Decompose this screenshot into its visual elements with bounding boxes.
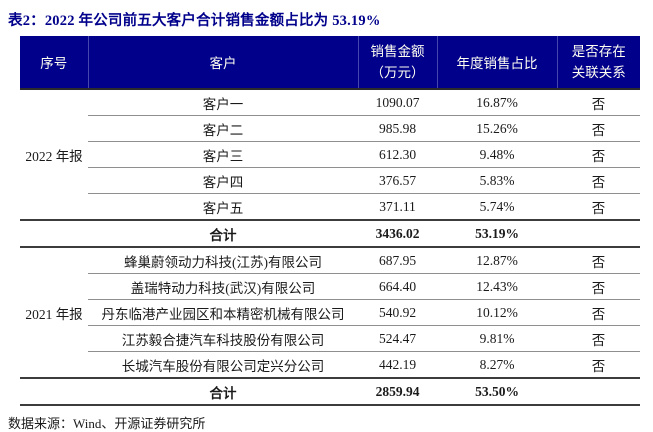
col-header-share: 年度销售占比: [436, 36, 557, 90]
cell-customer: 长城汽车股份有限公司定兴分公司: [88, 351, 358, 379]
cell-empty: [20, 378, 88, 406]
cell-amount: 985.98: [358, 115, 437, 142]
cell-total-share: 53.50%: [437, 378, 557, 406]
period-label-2022: 2022 年报: [20, 89, 88, 221]
cell-customer: 盖瑞特动力科技(武汉)有限公司: [88, 273, 358, 300]
cell-related: 否: [557, 115, 640, 142]
table-body: 2022 年报 客户一 1090.07 16.87% 否 客户二 985.98 …: [20, 89, 640, 406]
cell-customer: 客户二: [88, 115, 358, 142]
cell-amount: 524.47: [358, 325, 437, 352]
cell-empty: [557, 378, 640, 406]
cell-total-share: 53.19%: [437, 220, 557, 248]
cell-share: 12.87%: [437, 247, 557, 274]
cell-share: 8.27%: [437, 351, 557, 379]
period-label-2021: 2021 年报: [20, 247, 88, 379]
cell-share: 10.12%: [437, 299, 557, 326]
cell-empty: [20, 220, 88, 248]
cell-share: 5.83%: [437, 167, 557, 194]
cell-share: 9.81%: [437, 325, 557, 352]
cell-total-amount: 3436.02: [358, 220, 437, 248]
cell-total-label: 合计: [88, 220, 358, 248]
col-header-amount-line1: 销售金额: [370, 44, 425, 59]
table-row: 丹东临港产业园区和本精密机械有限公司 540.92 10.12% 否: [20, 299, 640, 326]
cell-related: 否: [557, 351, 640, 379]
cell-total-label: 合计: [88, 378, 358, 406]
table-row: 2022 年报 客户一 1090.07 16.87% 否: [20, 89, 640, 221]
table-row: 客户四 376.57 5.83% 否: [20, 167, 640, 194]
cell-customer: 客户四: [88, 167, 358, 194]
table-title: 表2：2022 年公司前五大客户合计销售金额占比为 53.19%: [8, 13, 381, 29]
cell-related: 否: [557, 325, 640, 352]
cell-related: 否: [557, 193, 640, 221]
table-header: 序号 客户 销售金额 （万元） 年度销售占比 是否存在 关联关系: [20, 36, 640, 90]
cell-customer: 江苏毅合捷汽车科技股份有限公司: [88, 325, 358, 352]
cell-share: 5.74%: [437, 193, 557, 221]
cell-amount: 442.19: [358, 351, 437, 379]
cell-customer: 客户五: [88, 193, 358, 221]
cell-related: 否: [557, 141, 640, 168]
cell-customer: 客户一: [88, 89, 358, 116]
cell-share: 16.87%: [437, 89, 557, 116]
cell-share: 12.43%: [437, 273, 557, 300]
table-row: 2021 年报 蜂巢蔚领动力科技(江苏)有限公司 687.95 12.87% 否: [20, 247, 640, 379]
col-header-related-line1: 是否存在: [571, 44, 626, 59]
table-row: 盖瑞特动力科技(武汉)有限公司 664.40 12.43% 否: [20, 273, 640, 300]
cell-share: 9.48%: [437, 141, 557, 168]
cell-customer: 丹东临港产业园区和本精密机械有限公司: [88, 299, 358, 326]
cell-amount: 1090.07: [358, 89, 437, 116]
cell-related: 否: [557, 273, 640, 300]
col-header-related-line2: 关联关系: [571, 65, 626, 80]
cell-amount: 376.57: [358, 167, 437, 194]
col-header-amount: 销售金额 （万元）: [357, 36, 437, 90]
cell-customer: 蜂巢蔚领动力科技(江苏)有限公司: [88, 247, 358, 274]
cell-related: 否: [557, 247, 640, 274]
cell-related: 否: [557, 167, 640, 194]
col-header-amount-line2: （万元）: [370, 65, 425, 80]
col-header-seq: 序号: [20, 36, 88, 90]
table-row: 客户三 612.30 9.48% 否: [20, 141, 640, 168]
table-row: 长城汽车股份有限公司定兴分公司 442.19 8.27% 否: [20, 351, 640, 379]
cell-amount: 687.95: [358, 247, 437, 274]
cell-amount: 612.30: [358, 141, 437, 168]
total-row-2021: 合计 2859.94 53.50%: [20, 378, 640, 406]
top-customers-table: 序号 客户 销售金额 （万元） 年度销售占比 是否存在 关联关系 2022 年报…: [20, 36, 640, 406]
col-header-customer: 客户: [87, 36, 358, 90]
cell-amount: 540.92: [358, 299, 437, 326]
table-row: 客户五 371.11 5.74% 否: [20, 193, 640, 221]
cell-share: 15.26%: [437, 115, 557, 142]
table-row: 江苏毅合捷汽车科技股份有限公司 524.47 9.81% 否: [20, 325, 640, 352]
table-row: 客户二 985.98 15.26% 否: [20, 115, 640, 142]
cell-related: 否: [557, 299, 640, 326]
cell-related: 否: [557, 89, 640, 116]
col-header-related: 是否存在 关联关系: [556, 36, 640, 90]
cell-empty: [557, 220, 640, 248]
header-row: 序号 客户 销售金额 （万元） 年度销售占比 是否存在 关联关系: [20, 36, 640, 90]
cell-customer: 客户三: [88, 141, 358, 168]
data-source-note: 数据来源：Wind、开源证券研究所: [8, 416, 206, 431]
total-row-2022: 合计 3436.02 53.19%: [20, 220, 640, 248]
cell-amount: 371.11: [358, 193, 437, 221]
cell-amount: 664.40: [358, 273, 437, 300]
cell-total-amount: 2859.94: [358, 378, 437, 406]
